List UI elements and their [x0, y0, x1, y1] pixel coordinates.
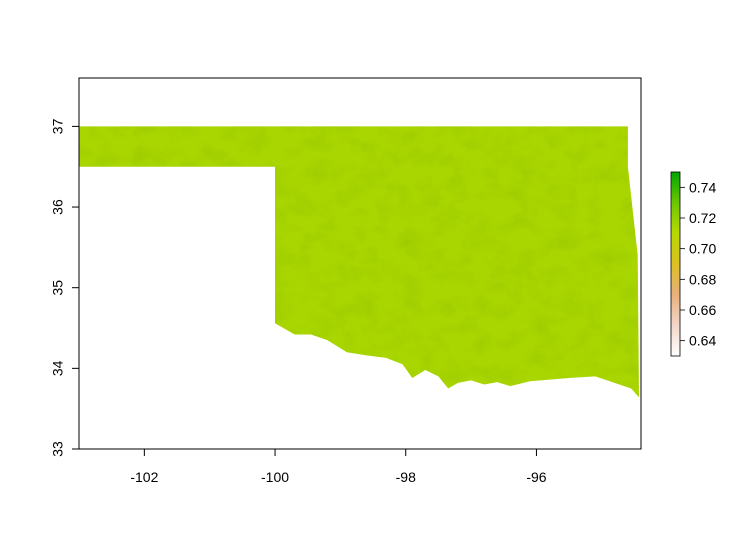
colorbar-tick-label: 0.68 [689, 271, 716, 287]
x-tick-label: -98 [396, 469, 416, 485]
y-tick-label: 35 [50, 280, 66, 296]
colorbar-tick-label: 0.66 [689, 302, 716, 318]
y-tick-label: 36 [50, 199, 66, 215]
colorbar [670, 171, 681, 357]
colorbar-tick-label: 0.74 [689, 179, 716, 195]
x-tick-label: -96 [526, 469, 546, 485]
x-tick-label: -100 [261, 469, 289, 485]
oklahoma-raster [79, 126, 639, 398]
colorbar-tick-label: 0.64 [689, 333, 716, 349]
colorbar-tick-label: 0.72 [689, 210, 716, 226]
y-tick-label: 34 [50, 360, 66, 376]
x-tick-label: -102 [130, 469, 158, 485]
colorbar-legend: 0.64 0.66 0.68 0.70 0.72 0.74 [670, 171, 716, 357]
colorbar-ticks: 0.64 0.66 0.68 0.70 0.72 0.74 [680, 179, 716, 349]
x-axis: -102 -100 -98 -96 [130, 448, 547, 485]
colorbar-tick-label: 0.70 [689, 241, 716, 257]
y-tick-label: 33 [50, 441, 66, 457]
y-axis: 33 34 35 36 37 [50, 118, 80, 457]
y-tick-label: 37 [50, 118, 66, 134]
map-area [79, 126, 639, 398]
